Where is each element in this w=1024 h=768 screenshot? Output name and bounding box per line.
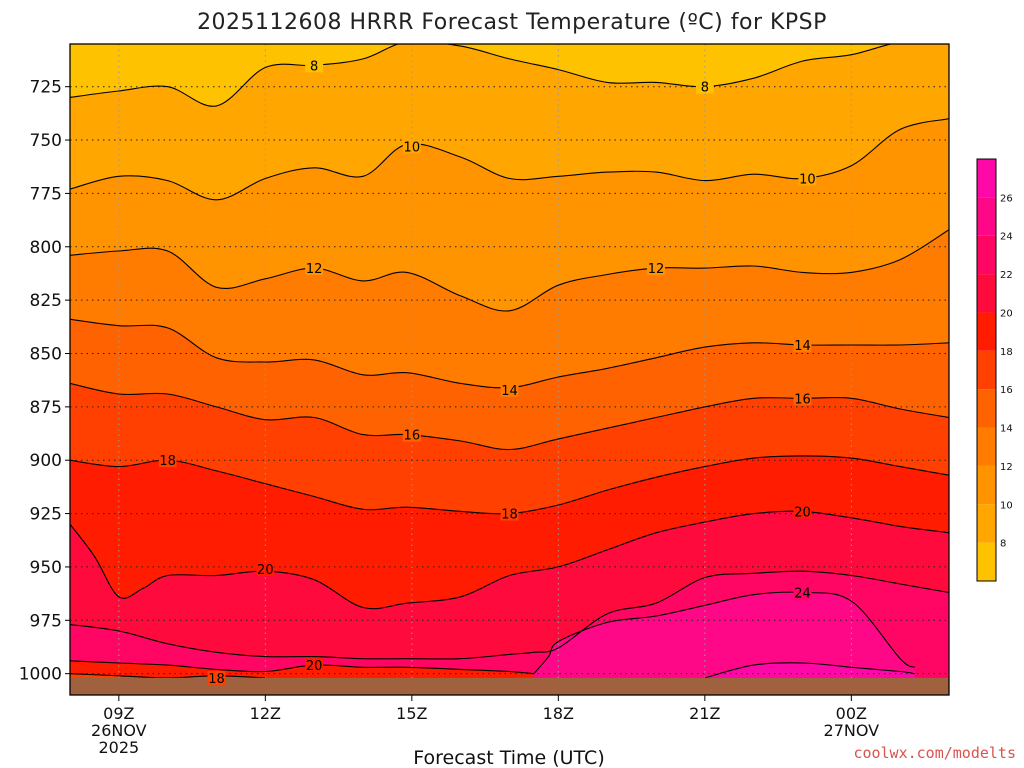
contour-label: 14 xyxy=(794,339,811,354)
colorbar-label: 24 xyxy=(1000,232,1013,243)
contour-label-bg xyxy=(647,261,665,276)
contour-line xyxy=(70,510,949,610)
contour-label-bg xyxy=(305,658,324,673)
contour-label: 20 xyxy=(257,563,274,578)
colorbar-swatch xyxy=(977,312,996,351)
y-tick-label: 975 xyxy=(30,611,62,631)
x-tick-date: 26NOV xyxy=(91,721,147,740)
contour-label-bg xyxy=(793,585,812,600)
contour-lines xyxy=(70,44,949,679)
contour-label-bg xyxy=(402,139,421,154)
colorbar-swatch xyxy=(977,542,996,581)
colorbar-swatch xyxy=(977,274,996,313)
x-tick-date: 27NOV xyxy=(824,721,880,740)
colorbar-label: 12 xyxy=(1000,462,1013,473)
contour-label: 18 xyxy=(159,454,176,469)
y-tick-label: 825 xyxy=(30,291,62,311)
ground-surface xyxy=(70,677,949,695)
x-tick-label: 18Z xyxy=(543,704,574,723)
contour-label: 20 xyxy=(794,505,811,520)
contour-label-bg xyxy=(158,453,177,468)
contour-line xyxy=(70,673,266,679)
y-tick-label: 875 xyxy=(30,398,62,418)
colorbar-label: 18 xyxy=(1000,347,1013,358)
credit-link[interactable]: coolwx.com/modelts xyxy=(853,744,1016,762)
colorbar-swatch xyxy=(977,465,996,505)
colorbar-swatch xyxy=(977,504,996,543)
y-tick-label: 925 xyxy=(30,505,62,525)
contour-label-bg xyxy=(793,391,812,406)
ground-fill xyxy=(70,677,949,695)
contour-line xyxy=(70,570,949,660)
y-tick-label: 750 xyxy=(30,131,62,151)
contour-label: 10 xyxy=(799,172,816,187)
contour-label-bg xyxy=(695,79,714,94)
colorbar-swatch xyxy=(977,235,996,275)
x-tick-label: 00Z xyxy=(836,704,867,723)
y-tick-label: 850 xyxy=(30,344,62,364)
contour-label: 16 xyxy=(794,392,811,407)
x-tick-label: 21Z xyxy=(689,704,720,723)
contour-label-bg xyxy=(500,382,519,397)
contour-label: 24 xyxy=(794,587,811,602)
y-tick-label: 900 xyxy=(30,451,62,471)
contour-label-bg xyxy=(793,337,812,352)
colorbar-swatch xyxy=(977,159,996,198)
band-fill xyxy=(533,592,915,678)
colorbar-label: 8 xyxy=(1000,539,1006,550)
contour-label: 12 xyxy=(306,262,323,277)
contour-label: 8 xyxy=(701,81,709,96)
colorbar-frame xyxy=(976,158,997,582)
plot-frame xyxy=(69,43,950,696)
colorbar-swatch xyxy=(977,427,996,466)
x-tick-label: 15Z xyxy=(396,704,427,723)
contour-line xyxy=(704,662,915,679)
contour-label: 14 xyxy=(501,384,518,399)
contour-label: 18 xyxy=(208,672,225,687)
contour-label-bg xyxy=(500,506,519,521)
contour-label-bg xyxy=(402,427,421,442)
contour-label: 10 xyxy=(404,140,421,155)
colorbar-swatch xyxy=(977,197,996,236)
colorbar-swatch xyxy=(977,350,996,390)
y-tick-label: 725 xyxy=(30,78,62,98)
plot-area xyxy=(70,44,949,695)
colorbar-label: 20 xyxy=(1000,308,1013,319)
contour-line xyxy=(70,44,893,107)
y-tick-label: 950 xyxy=(30,558,62,578)
contour-label: 8 xyxy=(310,59,318,74)
colorbar: 8 10 12 14 16 18 20 22 24 26 xyxy=(976,158,1013,582)
contour-label-bg xyxy=(256,562,275,577)
x-tick-label: 12Z xyxy=(250,704,281,723)
contour-label-bg xyxy=(207,670,226,685)
y-axis: 725 750 775 800 825 850 875 900 925 950 975 1000 xyxy=(19,78,70,685)
contour-label-bg xyxy=(798,171,817,186)
chart-title: 2025112608 HRRR Forecast Temperature (ºC… xyxy=(197,10,827,35)
colorbar-label: 26 xyxy=(1000,193,1013,204)
contour-label-bg xyxy=(793,504,812,519)
contour-label: 20 xyxy=(306,659,323,674)
contour-label-bg xyxy=(305,58,324,73)
contour-label: 16 xyxy=(404,429,421,444)
y-tick-label: 800 xyxy=(30,238,62,258)
contour-labels: 8 8 10 10 12 12 14 14 16 16 18 18 20 20 20 18 24 xyxy=(158,58,817,687)
contour-line xyxy=(533,591,916,675)
x-tick-year: 2025 xyxy=(98,738,139,757)
x-tick-label: 09Z xyxy=(103,704,134,723)
y-tick-label: 775 xyxy=(30,184,62,204)
contour-label: 12 xyxy=(648,262,665,277)
contour-label-bg xyxy=(305,261,324,276)
contour-label: 18 xyxy=(501,508,518,523)
colorbar-label: 10 xyxy=(1000,500,1013,511)
y-tick-label: 1000 xyxy=(19,665,62,685)
colorbar-label: 16 xyxy=(1000,385,1013,396)
colorbar-swatch xyxy=(977,389,996,428)
colorbar-label: 22 xyxy=(1000,270,1013,281)
colorbar-label: 14 xyxy=(1000,424,1013,435)
x-axis-label: Forecast Time (UTC) xyxy=(413,747,604,768)
contour-line xyxy=(70,229,949,312)
